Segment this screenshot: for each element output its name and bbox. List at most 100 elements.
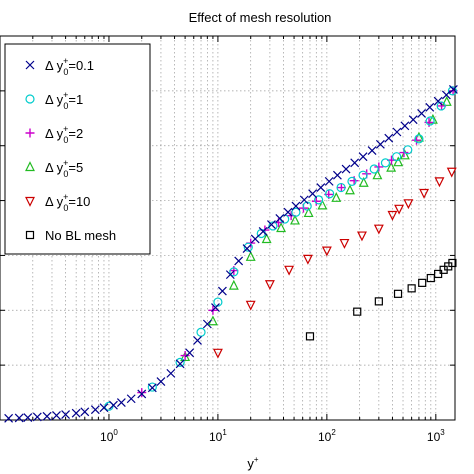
data-point [414, 134, 424, 144]
legend-label-suffix: =1 [68, 92, 83, 107]
data-point [175, 357, 185, 367]
x-tick-label: 102 [318, 428, 336, 444]
data-point [358, 176, 369, 187]
data-point [229, 267, 239, 277]
data-point [394, 204, 405, 215]
data-point [156, 377, 166, 387]
data-point [373, 224, 384, 235]
data-point [211, 303, 220, 312]
data-point [126, 394, 136, 404]
data-point [71, 408, 81, 418]
data-point [290, 214, 300, 225]
data-point [448, 85, 458, 94]
data-point [358, 170, 368, 180]
data-point [303, 207, 314, 218]
data-point [245, 250, 256, 261]
data-point [80, 407, 90, 417]
legend-entry: Δ y+ 0=10 [25, 192, 90, 213]
data-point [116, 398, 126, 408]
legend-entry: No BL mesh [25, 228, 116, 243]
data-point [311, 196, 321, 206]
legend-label-superscript: + [63, 192, 68, 202]
data-point [147, 383, 157, 393]
data-point [137, 389, 147, 399]
data-point [436, 101, 446, 111]
data-point [419, 188, 430, 199]
legend-label-text: Δ y [45, 160, 64, 175]
legend-label: Δ y+ 0=1 [45, 90, 83, 111]
data-point [369, 164, 379, 174]
plot-frame [0, 35, 456, 421]
data-point [175, 359, 185, 369]
data-point [356, 231, 367, 242]
data-point [392, 152, 402, 162]
legend-label-subscript: 0 [63, 67, 68, 77]
legend-label-text: Δ y [45, 194, 64, 209]
data-point [417, 109, 426, 118]
data-point [299, 195, 309, 205]
x-axis-label-main: y [247, 456, 254, 471]
data-point [426, 273, 435, 283]
data-point [308, 189, 318, 199]
chart-title: Effect of mesh resolution [189, 10, 332, 25]
data-point [61, 410, 71, 419]
x-tick-label-base: 10 [318, 430, 332, 444]
data-point [345, 184, 355, 195]
data-point [393, 289, 403, 298]
data-point [305, 332, 315, 341]
data-point [358, 152, 368, 162]
series-5 [212, 167, 457, 359]
data-point [137, 388, 147, 398]
data-point [427, 113, 438, 124]
data-point [384, 133, 394, 143]
data-point [353, 307, 362, 316]
data-point [433, 96, 443, 106]
data-point [14, 413, 24, 423]
legend-label-subscript: 0 [63, 203, 68, 213]
legend-entry: Δ y+ 0=0.1 [25, 56, 94, 77]
legend-label-suffix: =5 [68, 160, 83, 175]
x-axis-label-superscript: + [254, 455, 259, 464]
x-tick-label: 101 [209, 428, 227, 444]
data-point [283, 207, 293, 217]
legend-marker [25, 196, 35, 207]
data-point [213, 297, 223, 307]
data-point [276, 222, 287, 233]
data-point [341, 164, 351, 174]
legend-box [4, 43, 151, 255]
data-point [403, 199, 414, 210]
data-point [386, 161, 397, 172]
data-point [316, 183, 326, 192]
data-point [380, 158, 391, 168]
data-point [339, 238, 350, 249]
legend-label-suffix: =2 [68, 126, 83, 141]
x-tick-label-exponent: 3 [440, 428, 445, 437]
legend-label-subscript: 0 [63, 169, 68, 179]
data-point [314, 195, 324, 205]
legend-marker [25, 230, 35, 240]
x-tick-label: 100 [100, 428, 118, 444]
series-2 [104, 86, 458, 411]
data-point [264, 280, 275, 291]
legend-label-superscript: + [63, 56, 68, 66]
legend-label: Δ y+ 0=5 [45, 158, 83, 179]
legend-label-superscript: + [63, 90, 68, 100]
legend-entry: Δ y+ 0=1 [25, 90, 83, 111]
data-point [408, 115, 418, 125]
data-point [425, 102, 435, 112]
data-point [441, 95, 452, 106]
data-point [374, 297, 383, 306]
data-point [291, 207, 301, 217]
data-point [332, 170, 342, 180]
data-point [267, 220, 276, 229]
data-point [202, 319, 212, 329]
data-point [284, 265, 295, 276]
legend-marker [25, 128, 35, 138]
legend-entry: Δ y+ 0=2 [25, 124, 83, 145]
legend-label-text: Δ y [45, 58, 64, 73]
legend-label-text: Δ y [45, 92, 64, 107]
data-point [242, 244, 252, 253]
legend-label: No BL mesh [45, 228, 116, 243]
data-point [99, 403, 109, 413]
